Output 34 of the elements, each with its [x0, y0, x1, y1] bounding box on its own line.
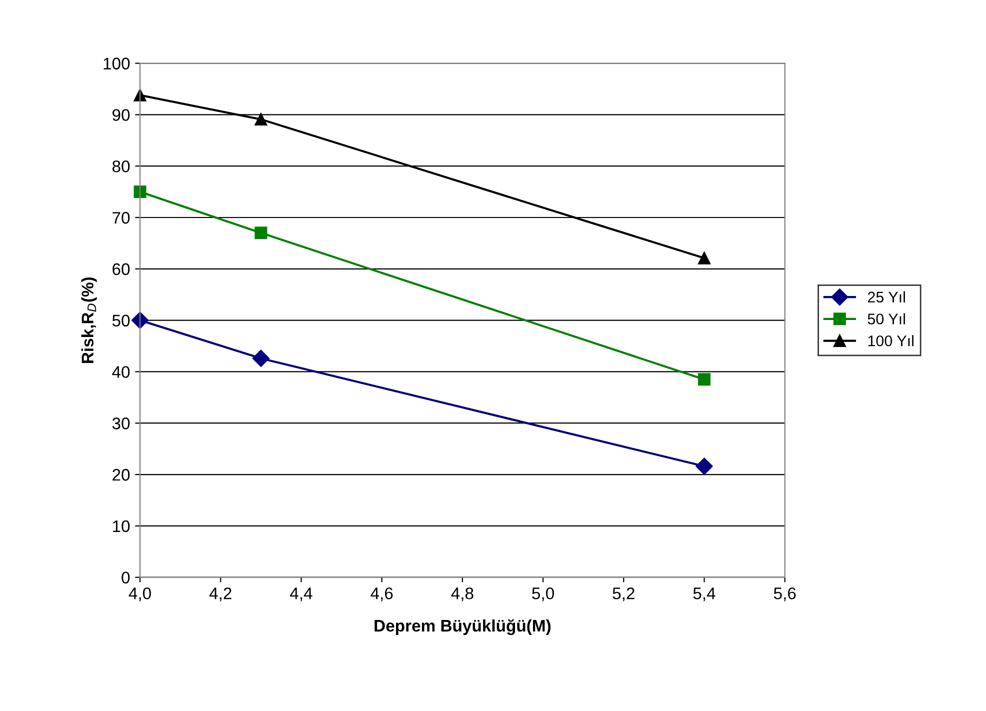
point: [254, 113, 268, 126]
y-tick-label: 90: [112, 109, 130, 121]
point: [696, 458, 713, 475]
y-tick-label: 80: [112, 160, 130, 172]
legend-label: 25 Yıl: [868, 291, 905, 303]
x-tick-label: 5,0: [532, 587, 554, 602]
point: [252, 350, 270, 367]
x-tick-label: 5,6: [774, 587, 796, 602]
y-tick-label: 50: [112, 314, 130, 327]
x-tick-label: 4,0: [128, 587, 151, 602]
x-tick-label: 4,4: [290, 588, 312, 602]
x-tick-label: 4,2: [209, 587, 232, 602]
y-tick-label: 10: [113, 520, 130, 532]
x-tick-label: 5,4: [693, 588, 716, 602]
y-tick-label: 40: [112, 366, 130, 378]
point: [134, 186, 146, 198]
y-tick-label: 30: [112, 418, 130, 430]
point: [254, 226, 268, 240]
x-axis-title: Deprem Büyüklüğü(M): [374, 619, 550, 636]
point: [131, 312, 149, 329]
point: [134, 88, 146, 102]
point: [698, 373, 710, 386]
point: [698, 252, 710, 264]
y-tick-label: 20: [112, 468, 130, 481]
x-tick-label: 5,2: [612, 587, 634, 602]
y-tick-label: 0: [122, 572, 130, 584]
y-tick-label: 70: [112, 212, 130, 224]
y-tick-label: 100: [104, 58, 130, 70]
x-tick-label: 4,6: [370, 587, 393, 602]
legend-label: 50 Yıl: [868, 313, 905, 324]
y-axis-title: Risk,R$_{D}$(%): [81, 277, 97, 363]
x-tick-label: 4,8: [451, 587, 474, 602]
legend-label: 100 Yıl: [868, 335, 914, 346]
y-tick-label: 60: [112, 263, 130, 276]
